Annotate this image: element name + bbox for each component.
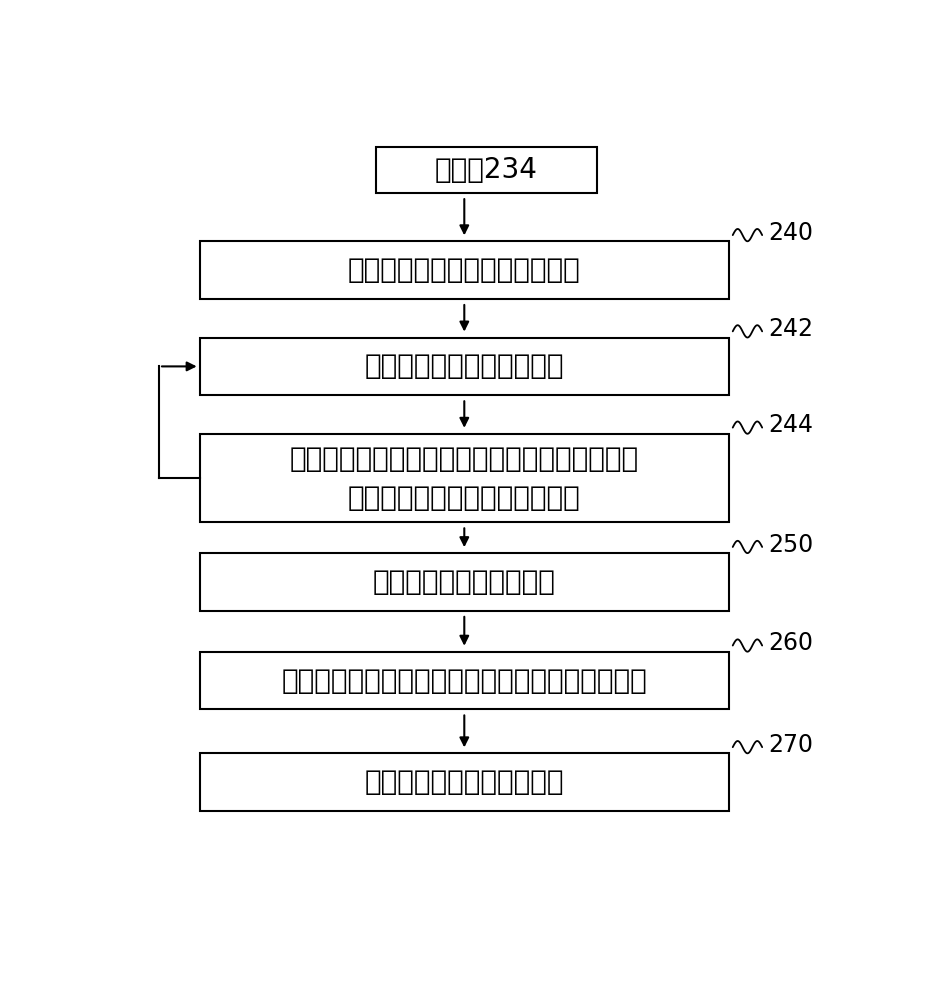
Text: 250: 250 <box>768 533 813 557</box>
FancyBboxPatch shape <box>199 338 729 395</box>
Text: 形成一个或多个图案化层: 形成一个或多个图案化层 <box>373 568 556 596</box>
Text: 在第二膜堆叠上沉积第三膜堆叠: 在第二膜堆叠上沉积第三膜堆叠 <box>348 256 581 284</box>
FancyBboxPatch shape <box>199 553 729 611</box>
Text: 在所沉积的膜堆叠中形成一个或多个高深宽比特征: 在所沉积的膜堆叠中形成一个或多个高深宽比特征 <box>282 667 647 695</box>
Text: 移除一个或多个图案化材料: 移除一个或多个图案化材料 <box>364 768 564 796</box>
Text: 240: 240 <box>768 221 813 245</box>
Text: 260: 260 <box>768 631 813 655</box>
Text: 244: 244 <box>768 413 813 437</box>
Text: 在第四膜层上沉积第五膜层: 在第四膜层上沉积第五膜层 <box>364 352 564 380</box>
Text: 270: 270 <box>768 733 813 757</box>
Text: 242: 242 <box>768 317 813 341</box>
FancyBboxPatch shape <box>199 652 729 709</box>
FancyBboxPatch shape <box>199 241 729 299</box>
FancyBboxPatch shape <box>199 753 729 811</box>
Text: 在第五膜层上沉积具有第三折射率的第六膜层，
其中第三折射率大于第二折射率: 在第五膜层上沉积具有第三折射率的第六膜层， 其中第三折射率大于第二折射率 <box>289 445 639 512</box>
Text: 从步骤234: 从步骤234 <box>435 156 538 184</box>
FancyBboxPatch shape <box>376 147 597 193</box>
FancyBboxPatch shape <box>199 434 729 522</box>
